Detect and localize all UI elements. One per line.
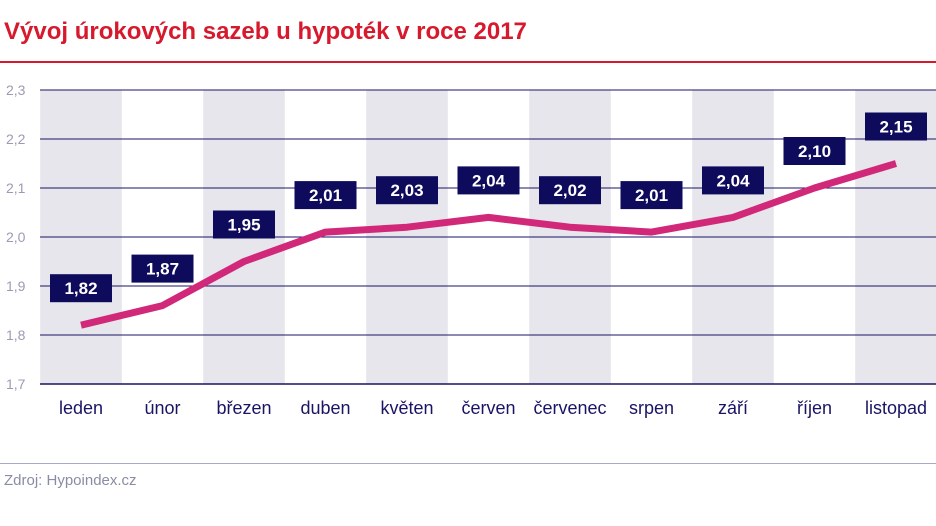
x-tick-label: říjen <box>797 398 832 418</box>
y-tick-label: 2,3 <box>6 82 26 98</box>
data-label: 2,02 <box>553 181 586 200</box>
data-label: 1,87 <box>146 260 179 279</box>
x-tick-label: červenec <box>533 398 606 418</box>
data-label-box <box>294 181 357 210</box>
data-label-box <box>50 274 112 303</box>
data-label-box <box>702 166 764 195</box>
footer-divider <box>0 463 936 464</box>
data-label: 1,95 <box>227 216 260 235</box>
title-divider <box>0 61 936 63</box>
x-tick-label: srpen <box>629 398 674 418</box>
x-tick-label: duben <box>300 398 350 418</box>
data-label: 2,03 <box>390 181 423 200</box>
y-tick-label: 1,7 <box>6 376 26 392</box>
data-label: 2,10 <box>798 142 831 161</box>
x-tick-label: listopad <box>865 398 927 418</box>
x-tick-label: květen <box>380 398 433 418</box>
y-tick-label: 1,9 <box>6 278 26 294</box>
data-label-box <box>620 181 683 210</box>
x-tick-label: leden <box>59 398 103 418</box>
data-label-box <box>539 176 601 205</box>
data-label: 2,04 <box>472 171 506 190</box>
data-label: 2,15 <box>879 118 912 137</box>
line-chart: 1,7 1,8 1,9 2,0 2,1 2,2 2,3 leden únor březen dube… <box>6 82 936 418</box>
chart-title: Vývoj úrokových sazeb u hypoték v roce 2… <box>4 18 527 45</box>
x-tick-label: březen <box>216 398 271 418</box>
data-label: 1,82 <box>64 279 97 298</box>
x-tick-label: červen <box>461 398 515 418</box>
x-tick-label: září <box>718 398 748 418</box>
data-label-box <box>457 166 520 195</box>
y-tick-label: 1,8 <box>6 327 26 343</box>
y-tick-label: 2,1 <box>6 180 26 196</box>
data-label-box <box>783 137 846 165</box>
data-label: 2,04 <box>716 171 750 190</box>
data-label-box <box>376 176 438 205</box>
y-tick-label: 2,0 <box>6 229 26 245</box>
data-label-box <box>131 254 194 283</box>
data-label: 2,01 <box>309 186 342 205</box>
data-label: 2,01 <box>635 186 668 205</box>
data-label-box <box>213 210 275 239</box>
y-tick-label: 2,2 <box>6 131 26 147</box>
source-note: Zdroj: Hypoindex.cz <box>4 472 137 489</box>
x-tick-label: únor <box>144 398 180 418</box>
data-label-box <box>865 112 927 141</box>
series-line <box>80 160 898 329</box>
